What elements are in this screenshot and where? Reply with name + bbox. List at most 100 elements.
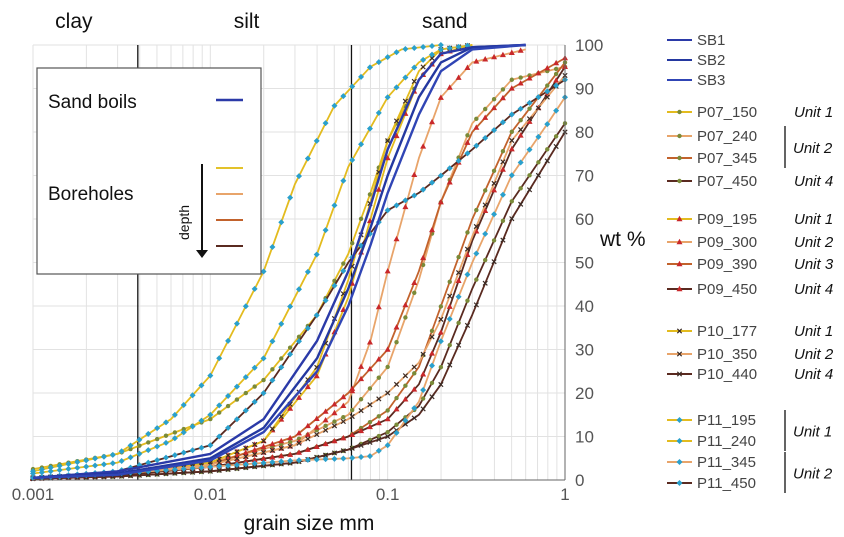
grain-size-curves [30, 42, 568, 482]
y-tick-label: 20 [575, 384, 594, 403]
curve-SB1 [32, 43, 526, 479]
marker-triangle [349, 431, 356, 437]
marker-dot [456, 254, 461, 260]
marker-dot [518, 186, 523, 191]
marker-cross [225, 458, 231, 464]
legend-unit-P10_350: Unit 2 [794, 346, 834, 363]
marker-cross [393, 118, 400, 124]
marker-cross [243, 453, 249, 460]
marker-diamond [260, 355, 267, 362]
marker-dot [376, 414, 381, 419]
marker-triangle [455, 277, 462, 283]
y-tick-label: 0 [575, 471, 584, 490]
curve-line-SB1 [32, 43, 526, 479]
marker-triangle [384, 154, 391, 161]
marker-diamond [491, 127, 498, 134]
marker-diamond [313, 137, 320, 144]
marker-dot [163, 433, 169, 438]
marker-diamond [242, 303, 249, 310]
marker-dot [545, 83, 550, 88]
inset-depth-label: depth [176, 205, 192, 240]
marker-triangle [358, 375, 365, 382]
marker-diamond [296, 457, 302, 464]
marker-diamond [233, 383, 240, 390]
marker-triangle [491, 53, 498, 60]
marker-triangle [304, 431, 311, 437]
y-axis-title: wt % [599, 228, 646, 251]
marker-diamond [180, 429, 187, 436]
marker-cross [367, 439, 373, 446]
marker-diamond [437, 42, 444, 49]
marker-diamond [535, 133, 542, 140]
marker-triangle [340, 393, 347, 400]
marker-triangle [482, 56, 489, 62]
marker-diamond [304, 456, 311, 463]
legend-unit-P07_150: Unit 1 [794, 104, 833, 121]
marker-triangle [553, 77, 560, 83]
marker-diamond [163, 419, 169, 426]
marker-dot [447, 342, 452, 348]
marker-diamond [366, 64, 373, 71]
marker-diamond [154, 443, 161, 450]
legend-item-SB3: SB3 [667, 72, 725, 89]
x-tick-label: 0.1 [376, 485, 400, 504]
marker-diamond [437, 46, 444, 53]
marker-triangle [455, 74, 462, 80]
marker-diamond [375, 447, 382, 454]
marker-cross [287, 443, 293, 449]
marker-dot [429, 328, 435, 334]
marker-diamond [118, 457, 125, 464]
marker-triangle [349, 385, 356, 391]
marker-dot [677, 109, 682, 115]
marker-cross [331, 423, 338, 429]
marker-diamond [508, 111, 515, 118]
marker-dot [518, 118, 523, 123]
marker-triangle [375, 186, 382, 192]
marker-diamond [92, 455, 99, 462]
marker-cross [518, 127, 524, 133]
marker-dot [420, 396, 426, 401]
legend-item-P07_345: P07_345 [667, 150, 757, 167]
marker-triangle [544, 64, 551, 71]
marker-diamond [189, 447, 196, 454]
marker-diamond [171, 411, 178, 418]
y-tick-label: 90 [575, 80, 594, 99]
marker-triangle [331, 401, 338, 407]
marker-triangle [358, 427, 365, 434]
marker-dot [545, 147, 550, 152]
marker-triangle [437, 329, 444, 335]
marker-dot [677, 133, 682, 139]
legend-label-P09_390: P09_390 [697, 256, 757, 273]
marker-cross [252, 451, 258, 458]
marker-diamond [225, 424, 232, 431]
marker-cross [676, 351, 683, 357]
marker-dot [350, 240, 355, 246]
marker-diamond [676, 438, 683, 444]
legend-label-P10_350: P10_350 [697, 346, 757, 363]
marker-dot [243, 390, 248, 396]
marker-triangle [429, 350, 435, 356]
marker-cross [225, 452, 231, 458]
inset-frame [36, 67, 262, 275]
marker-diamond [260, 390, 267, 397]
marker-diamond [340, 93, 347, 100]
curve-line-SB3 [32, 43, 526, 479]
marker-cross [376, 436, 382, 443]
marker-cross [544, 158, 550, 164]
marker-dot [677, 178, 682, 184]
marker-dot [394, 422, 399, 427]
marker-cross [491, 259, 497, 265]
marker-triangle [287, 434, 294, 441]
marker-diamond [402, 417, 409, 424]
marker-diamond [216, 402, 223, 409]
marker-triangle [535, 70, 542, 76]
marker-diamond [136, 436, 143, 443]
legend-unit-P09_300: Unit 2 [794, 234, 834, 251]
marker-triangle [322, 408, 329, 414]
legend-label-P09_450: P09_450 [697, 281, 757, 298]
legend-item-P09_300: P09_300 Unit 2 [667, 234, 834, 251]
marker-diamond [402, 197, 409, 204]
marker-diamond [535, 94, 542, 101]
marker-cross [676, 371, 683, 377]
marker-dot [341, 261, 346, 266]
